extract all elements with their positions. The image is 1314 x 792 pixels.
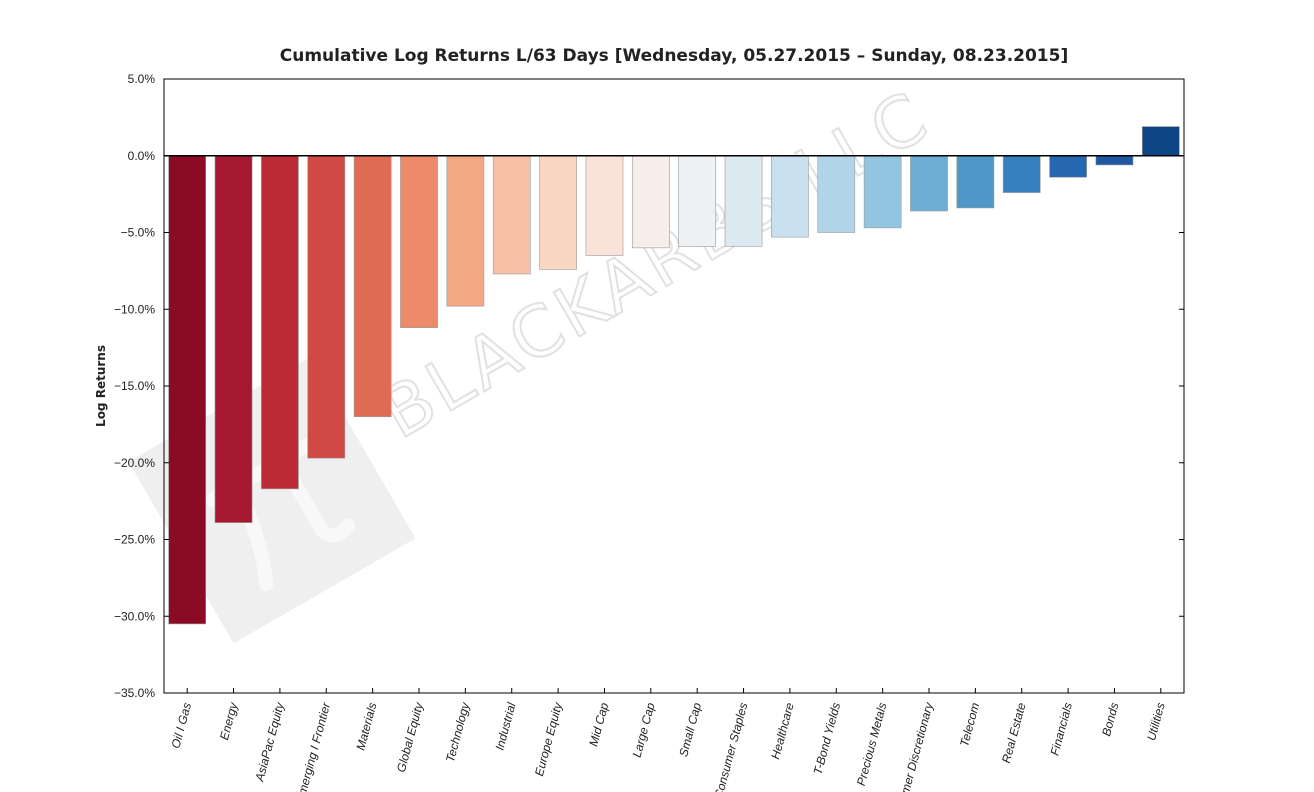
bar-7 bbox=[492, 155, 531, 275]
x-tick-label: Large Cap bbox=[630, 701, 658, 759]
bar-0 bbox=[168, 155, 207, 625]
x-tick-label: Europe Equity bbox=[532, 700, 565, 777]
y-tick-label: 0.0% bbox=[128, 149, 156, 163]
bar-10 bbox=[631, 155, 670, 249]
x-tick-label: Oil I Gas bbox=[168, 701, 194, 750]
y-tick-label: −20.0% bbox=[114, 456, 155, 470]
bar-16 bbox=[910, 155, 948, 212]
y-tick-label: −15.0% bbox=[114, 379, 155, 393]
x-tick-label: Utilities bbox=[1144, 701, 1168, 742]
x-tick-label: Global Equity bbox=[394, 700, 426, 774]
y-axis: 5.0% 0.0% −5.0% −10.0% −15.0% −20.0% −25.0% −30… bbox=[114, 72, 1184, 700]
bar-3 bbox=[307, 155, 346, 459]
x-tick-label: Real Estate bbox=[999, 701, 1029, 765]
bar-21 bbox=[1141, 126, 1180, 157]
bar-13 bbox=[771, 155, 809, 238]
x-tick-label: AsiaPac Equity bbox=[252, 700, 287, 784]
bar-19 bbox=[1049, 155, 1087, 178]
y-tick-label: −25.0% bbox=[114, 533, 155, 547]
y-tick-label: −10.0% bbox=[114, 302, 155, 316]
x-axis: Oil I Gas Energy AsiaPac Equity Emerging I … bbox=[168, 688, 1168, 792]
x-tick-label: Consumer Staples bbox=[711, 701, 750, 792]
bars-group bbox=[168, 126, 1180, 625]
bar-18 bbox=[1002, 155, 1041, 193]
bar-12 bbox=[724, 155, 763, 247]
x-tick-label: Mid Cap bbox=[586, 701, 611, 748]
bar-14 bbox=[817, 155, 856, 233]
y-axis-label: Log Returns bbox=[94, 345, 108, 427]
x-tick-label: Healthcare bbox=[768, 701, 797, 761]
x-tick-label: Precious Metals bbox=[854, 701, 890, 787]
x-tick-label: Energy bbox=[217, 700, 241, 741]
x-tick-label: Materials bbox=[353, 701, 379, 752]
bar-11 bbox=[678, 155, 717, 247]
x-tick-label: Consumer Discretionary bbox=[889, 700, 936, 792]
x-tick-label: Financials bbox=[1047, 701, 1075, 757]
bar-6 bbox=[446, 155, 485, 307]
bar-8 bbox=[539, 155, 577, 270]
y-tick-label: −5.0% bbox=[121, 226, 156, 240]
x-tick-label: Small Cap bbox=[676, 701, 704, 758]
bar-2 bbox=[261, 155, 299, 490]
x-tick-label: Telecom bbox=[957, 701, 982, 748]
x-tick-label: T-Bond Yields bbox=[811, 701, 844, 776]
bar-15 bbox=[863, 155, 902, 229]
bar-17 bbox=[956, 155, 995, 209]
bar-9 bbox=[585, 155, 624, 256]
x-tick-label: Bonds bbox=[1099, 701, 1121, 737]
x-tick-label: Industrial bbox=[492, 701, 518, 752]
bar-20 bbox=[1095, 155, 1134, 166]
x-tick-label: Emerging I Frontier bbox=[293, 700, 333, 792]
chart-title: Cumulative Log Returns L/63 Days [Wednes… bbox=[280, 46, 1068, 66]
y-tick-label: 5.0% bbox=[128, 72, 156, 86]
x-tick-label: Technology bbox=[443, 700, 473, 763]
y-tick-label: −30.0% bbox=[114, 609, 155, 623]
bar-1 bbox=[214, 155, 253, 523]
bar-4 bbox=[353, 155, 392, 418]
y-tick-label: −35.0% bbox=[114, 686, 155, 700]
bar-5 bbox=[400, 155, 438, 328]
